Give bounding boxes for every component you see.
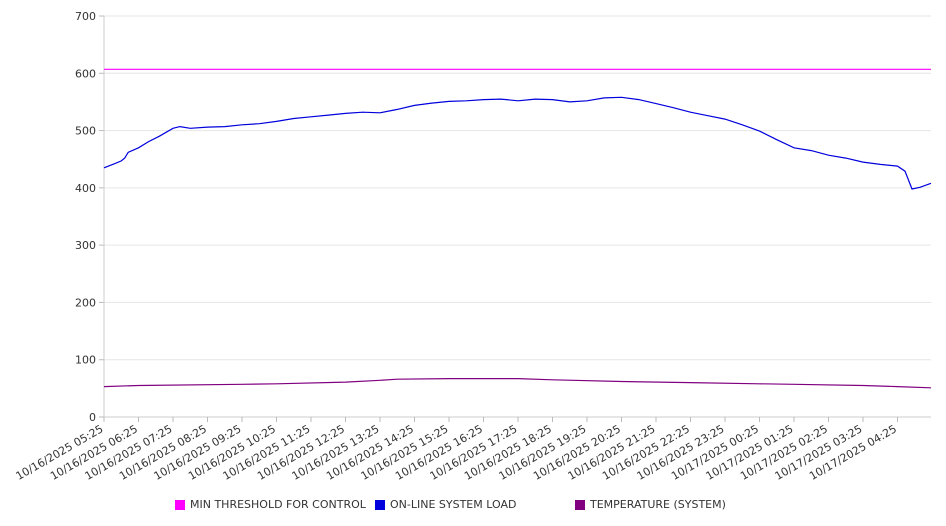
y-tick-label: 600 [75,67,96,80]
legend-label: TEMPERATURE (SYSTEM) [590,498,726,511]
legend: MIN THRESHOLD FOR CONTROL ON-LINE SYSTEM… [0,498,946,514]
legend-label: ON-LINE SYSTEM LOAD [390,498,517,511]
legend-item-temperature: TEMPERATURE (SYSTEM) [575,498,726,511]
legend-swatch [175,499,185,510]
y-tick-label: 300 [75,239,96,252]
legend-item-system-load: ON-LINE SYSTEM LOAD [375,498,516,511]
y-tick-label: 700 [75,10,96,23]
y-tick-label: 400 [75,182,96,195]
y-tick-label: 200 [75,296,96,309]
series-line-system-load [103,96,932,190]
y-tick-label: 500 [75,125,96,138]
series-line-temperature [103,378,932,389]
legend-swatch [375,499,385,510]
legend-swatch [575,499,585,510]
y-tick-label: 100 [75,354,96,367]
legend-label: MIN THRESHOLD FOR CONTROL [190,498,366,511]
legend-item-min-threshold: MIN THRESHOLD FOR CONTROL [175,498,366,511]
y-tick-label: 0 [89,411,96,424]
